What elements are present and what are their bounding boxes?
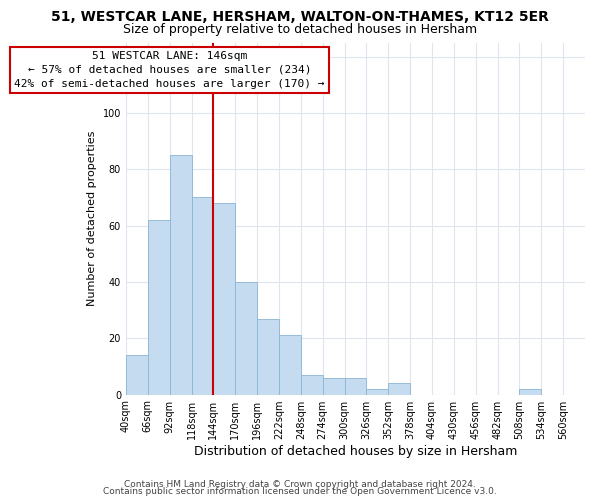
Bar — [388, 384, 410, 394]
Bar — [148, 220, 170, 394]
X-axis label: Distribution of detached houses by size in Hersham: Distribution of detached houses by size … — [194, 444, 517, 458]
Text: Size of property relative to detached houses in Hersham: Size of property relative to detached ho… — [123, 22, 477, 36]
Bar — [257, 318, 279, 394]
Bar — [301, 375, 323, 394]
Bar — [279, 336, 301, 394]
Text: Contains HM Land Registry data © Crown copyright and database right 2024.: Contains HM Land Registry data © Crown c… — [124, 480, 476, 489]
Text: 51 WESTCAR LANE: 146sqm
← 57% of detached houses are smaller (234)
42% of semi-d: 51 WESTCAR LANE: 146sqm ← 57% of detache… — [14, 51, 325, 89]
Bar — [191, 198, 214, 394]
Text: Contains public sector information licensed under the Open Government Licence v3: Contains public sector information licen… — [103, 487, 497, 496]
Bar — [367, 389, 388, 394]
Bar — [344, 378, 367, 394]
Bar — [235, 282, 257, 395]
Bar — [323, 378, 344, 394]
Bar — [214, 203, 235, 394]
Bar — [520, 389, 541, 394]
Bar — [126, 355, 148, 395]
Text: 51, WESTCAR LANE, HERSHAM, WALTON-ON-THAMES, KT12 5ER: 51, WESTCAR LANE, HERSHAM, WALTON-ON-THA… — [51, 10, 549, 24]
Y-axis label: Number of detached properties: Number of detached properties — [87, 131, 97, 306]
Bar — [170, 155, 191, 394]
